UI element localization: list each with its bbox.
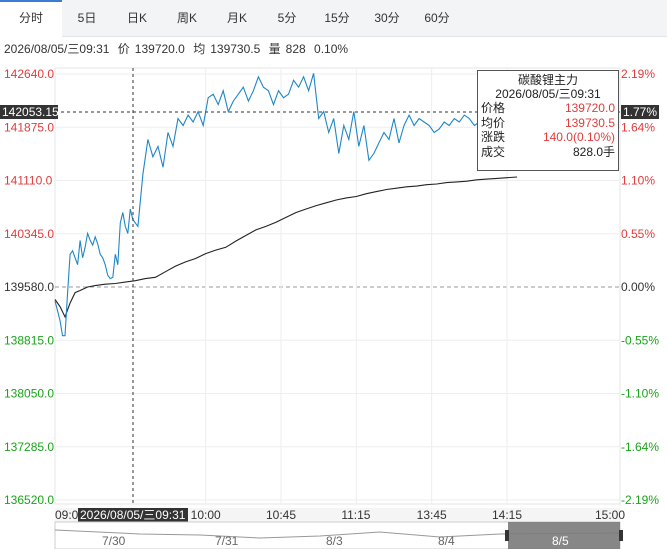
crosshair-pct-box <box>621 105 659 119</box>
price-line <box>54 73 521 337</box>
y-tick-label: 138815.0 <box>4 333 54 347</box>
x-tick-label: 14:15 <box>492 508 522 522</box>
pct-tick-label: 1.64% <box>621 120 655 134</box>
info-price: 139720.0 <box>134 42 185 56</box>
navigator-date-label: 8/3 <box>326 534 343 548</box>
tab-7[interactable]: 30分 <box>374 11 400 25</box>
y-tick-label: 142640.0 <box>4 67 54 81</box>
tooltip-value: 139730.5 <box>564 115 615 130</box>
tooltip-value: 139720.0 <box>564 101 615 115</box>
tab-4[interactable]: 月K <box>226 11 247 25</box>
tooltip-value: 140.0(0.10%) <box>542 130 615 144</box>
y-tick-label: 138050.0 <box>4 387 54 401</box>
x-tick-label: 11:15 <box>341 508 370 522</box>
x-tick-label: 13:45 <box>417 508 447 522</box>
crosshair-time-label: 2026/08/05/三09:31 <box>80 508 186 522</box>
info-vol-label: 量 <box>268 42 281 56</box>
tooltip-value: 828.0手 <box>572 144 615 159</box>
plot-frame <box>54 67 621 505</box>
navigator-handle-right <box>619 530 623 541</box>
y-tick-label: 140345.0 <box>4 227 54 241</box>
navigator-window <box>508 522 620 549</box>
pct-tick-label: -2.19% <box>621 493 659 507</box>
tooltip-row-volume: 成交 828.0手 <box>481 145 615 160</box>
pct-tick-label: 0.00% <box>621 280 655 294</box>
navigator-sparkline <box>54 529 621 539</box>
y-tick-label: 141875.0 <box>4 120 54 134</box>
tooltip-row-price: 价格 139720.0 <box>481 101 615 116</box>
info-avg: 139730.5 <box>210 42 261 56</box>
info-avg-label: 均 <box>193 42 206 56</box>
tooltip-label: 价格 <box>481 101 506 115</box>
tab-0[interactable]: 分时 <box>0 0 62 38</box>
tooltip-row-change: 涨跌 140.0(0.10%) <box>481 130 615 145</box>
y-tick-label: 137285.0 <box>4 440 54 454</box>
tab-5[interactable]: 5分 <box>277 11 297 25</box>
info-price-label: 价 <box>117 42 130 56</box>
info-datetime: 2026/08/05/三09:31 <box>4 42 110 56</box>
x-tick-label: 10:45 <box>266 508 296 522</box>
tooltip-datetime: 2026/08/05/三09:31 <box>495 87 601 101</box>
info-pct: 0.10% <box>314 42 349 56</box>
pct-tick-label: 2.19% <box>621 67 655 81</box>
navigator-date-label: 7/30 <box>102 534 126 548</box>
y-tick-label: 139580.0 <box>4 280 54 294</box>
crosshair-time-box <box>78 508 188 522</box>
pct-tick-label: 0.55% <box>621 227 655 241</box>
tooltip-label: 涨跌 <box>481 130 506 144</box>
crosshair-price-label: 142053.15 <box>2 105 59 119</box>
navigator-date-label: 7/31 <box>215 534 239 548</box>
tab-1[interactable]: 5日 <box>77 11 97 25</box>
y-tick-label: 141110.0 <box>4 174 53 188</box>
tab-6[interactable]: 15分 <box>324 11 350 25</box>
crosshair-price-box <box>0 105 58 119</box>
pct-tick-label: -1.10% <box>621 387 659 401</box>
avg-price-line <box>54 176 518 319</box>
x-tick-label: 15:00 <box>595 508 625 522</box>
period-tabs: 分时 5日 日K 周K 月K 5分 15分 30分 60分 <box>0 0 667 38</box>
navigator-handle-left <box>505 530 509 541</box>
y-tick-label: 136520.0 <box>4 493 54 507</box>
navigator-date-label: 8/4 <box>438 534 455 548</box>
tab-2[interactable]: 日K <box>126 11 147 25</box>
x-tick-label: 10:00 <box>191 508 221 522</box>
tooltip-box: 碳酸锂主力 2026/08/05/三09:31 价格 139720.0 均价 139… <box>477 70 619 171</box>
tooltip-label: 均价 <box>481 115 506 130</box>
pct-tick-label: -1.64% <box>621 440 659 454</box>
tab-8[interactable]: 60分 <box>424 11 450 25</box>
navigator-date-label: 8/5 <box>552 534 569 548</box>
pct-tick-label: 1.10% <box>621 174 655 188</box>
tooltip-row-avg: 均价 139730.5 <box>481 116 615 131</box>
crosshair-pct-label: 1.77% <box>623 105 657 119</box>
tooltip-label: 成交 <box>481 144 506 159</box>
x-tick-label: 09:00 <box>55 508 85 522</box>
info-vol: 828 <box>285 42 306 56</box>
pct-tick-label: -0.55% <box>621 333 659 347</box>
tab-3[interactable]: 周K <box>176 11 197 25</box>
tooltip-title: 碳酸锂主力 <box>517 73 578 87</box>
x-axis-bar <box>55 508 620 522</box>
